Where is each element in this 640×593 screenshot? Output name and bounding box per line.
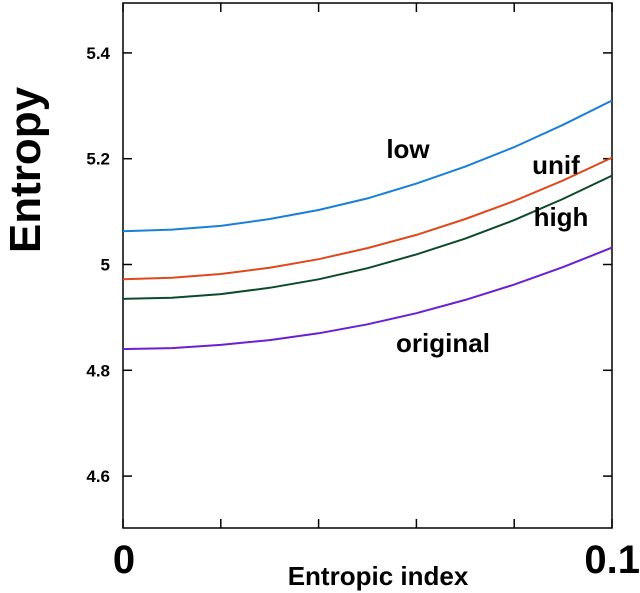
x-axis-title: Entropic index xyxy=(288,561,469,591)
series-lines xyxy=(122,99,613,351)
y-tick-label: 4.8 xyxy=(86,361,110,380)
x-tick-label-start: 0 xyxy=(113,538,135,582)
series-line-high xyxy=(122,174,613,300)
y-tick-label: 4.6 xyxy=(86,467,110,486)
plot-frame xyxy=(122,2,613,529)
series-line-unif xyxy=(122,156,613,281)
y-axis-ticks: 4.6 4.8 5 5.2 5.4 xyxy=(86,44,612,486)
series-line-low xyxy=(122,99,613,233)
series-labels: low unif high original xyxy=(386,134,588,358)
series-line-original xyxy=(122,246,613,351)
series-label-high: high xyxy=(534,202,589,232)
x-tick-label-end: 0.1 xyxy=(584,538,640,582)
x-axis-ticks: 0 0.1 xyxy=(113,3,640,582)
series-label-low: low xyxy=(386,134,430,164)
series-label-original: original xyxy=(396,328,490,358)
y-tick-label: 5 xyxy=(101,256,110,275)
y-tick-label: 5.2 xyxy=(86,150,110,169)
y-tick-label: 5.4 xyxy=(86,44,110,63)
series-label-unif: unif xyxy=(532,150,580,180)
y-axis-title: Entropy xyxy=(1,86,50,253)
